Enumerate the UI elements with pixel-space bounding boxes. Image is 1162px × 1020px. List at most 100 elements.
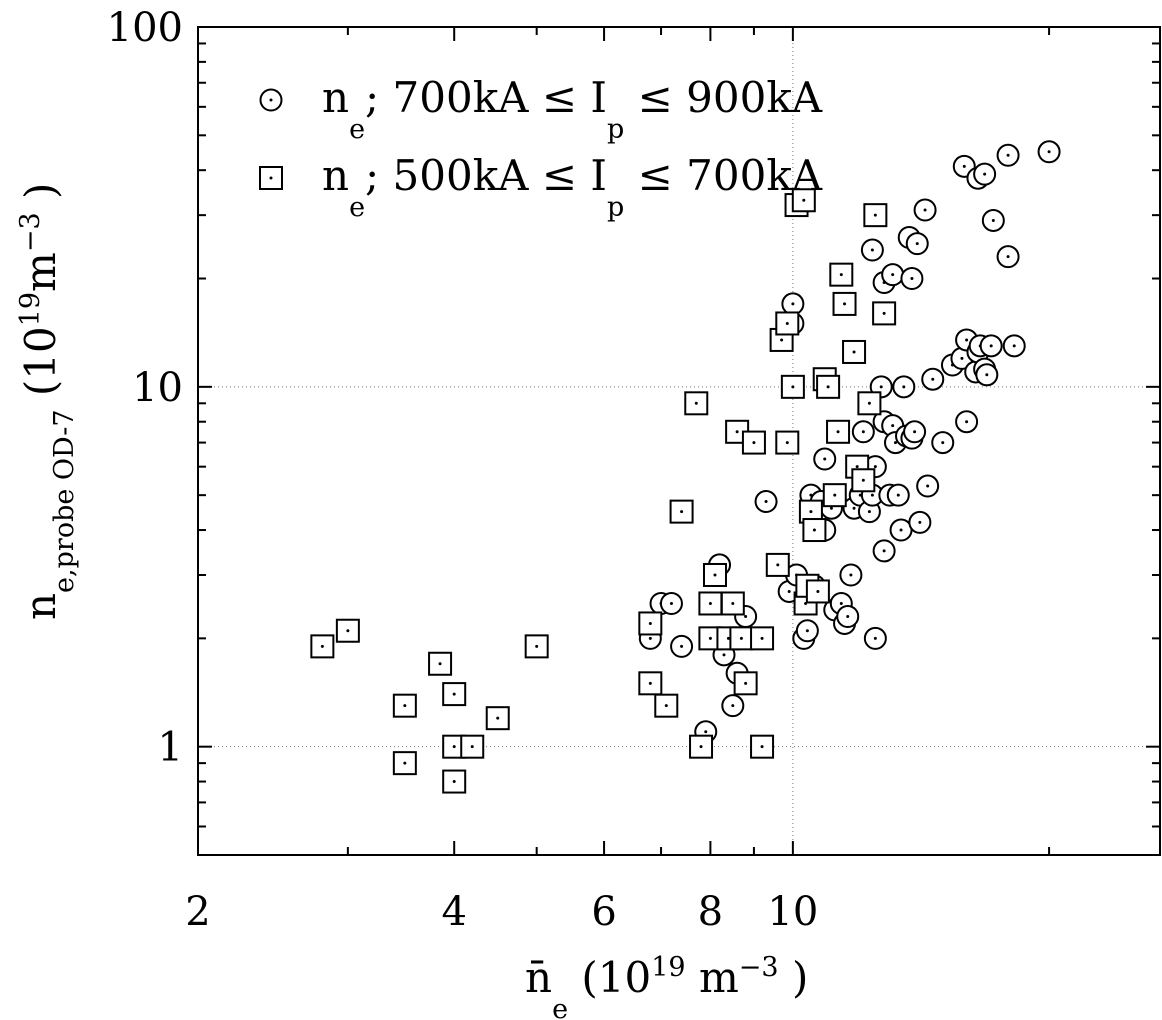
marker-dot	[1047, 150, 1051, 154]
marker-dot	[918, 520, 922, 524]
ylabel-sub: e,probe OD-7	[49, 410, 80, 593]
marker-dot	[965, 338, 969, 342]
legend-entry: ne; 700kA ≤ Ip ≤ 900kA	[322, 73, 823, 145]
marker-dot	[805, 629, 809, 633]
marker-dot	[991, 218, 995, 222]
marker-dot	[735, 430, 739, 434]
marker-dot	[704, 730, 708, 734]
marker-dot	[941, 441, 945, 445]
marker-dot	[269, 98, 273, 102]
legend-text: ; 500kA ≤ I	[365, 151, 607, 200]
marker-dot	[744, 681, 748, 685]
marker-dot	[826, 385, 830, 389]
marker-dot	[910, 277, 914, 281]
ylabel-main: n	[16, 593, 65, 620]
marker-dot	[648, 621, 652, 625]
marker-dot	[791, 385, 795, 389]
legend-sub: p	[607, 114, 624, 145]
marker-dot	[648, 636, 652, 640]
marker-dot	[873, 636, 877, 640]
ylabel-exp2: −3	[15, 212, 46, 252]
x-tick-label: 10	[767, 889, 818, 935]
marker-dot	[780, 338, 784, 342]
marker-dot	[535, 644, 539, 648]
legend-text: ≤ 700kA	[624, 151, 823, 200]
marker-dot	[403, 761, 407, 765]
marker-dot	[320, 644, 324, 648]
marker-dot	[680, 510, 684, 514]
marker-dot	[346, 629, 350, 633]
ylabel-units: (10	[16, 326, 65, 409]
marker-dot	[1006, 153, 1010, 157]
marker-dot	[452, 780, 456, 784]
marker-dot	[713, 573, 717, 577]
x-axis-label: n̄e (1019 m−3 )	[525, 952, 808, 1020]
marker-dot	[699, 745, 703, 749]
marker-dot	[989, 344, 993, 348]
x-tick-label: 4	[441, 889, 466, 935]
marker-dot	[960, 356, 964, 360]
y-tick-label: 10	[132, 365, 183, 411]
y-tick-label: 100	[107, 5, 183, 51]
ylabel-close: )	[16, 183, 65, 213]
marker-dot	[839, 273, 843, 277]
marker-dot	[861, 478, 865, 482]
marker-dot	[809, 510, 813, 514]
marker-dot	[496, 716, 500, 720]
marker-dot	[902, 385, 906, 389]
marker-dot	[962, 164, 966, 168]
xlabel-units: (10	[568, 953, 651, 1002]
xlabel-sub: e	[552, 994, 568, 1020]
marker-dot	[846, 615, 850, 619]
legend-sub: e	[349, 192, 365, 223]
marker-dot	[722, 653, 726, 657]
marker-dot	[870, 493, 874, 497]
marker-dot	[923, 208, 927, 212]
marker-dot	[791, 302, 795, 306]
y-tick-label: 1	[158, 725, 183, 771]
marker-dot	[648, 681, 652, 685]
marker-dot	[694, 401, 698, 405]
marker-dot	[452, 692, 456, 696]
x-tick-label: 6	[591, 889, 616, 935]
marker-dot	[849, 573, 853, 577]
marker-dot	[269, 176, 273, 180]
legend-text: ; 700kA ≤ I	[365, 73, 607, 122]
marker-dot	[708, 601, 712, 605]
marker-dot	[776, 563, 780, 567]
xlabel-close: )	[779, 953, 809, 1002]
marker-dot	[829, 506, 833, 510]
xlabel-exp2: −3	[739, 952, 779, 983]
marker-dot	[816, 589, 820, 593]
marker-dot	[812, 528, 816, 532]
marker-dot	[764, 500, 768, 504]
marker-dot	[896, 493, 900, 497]
y-axis-label: ne,probe OD-7 (1019m−3 )	[15, 183, 80, 620]
marker-dot	[731, 704, 735, 708]
marker-dot	[669, 601, 673, 605]
marker-dot	[983, 172, 987, 176]
marker-dot	[833, 493, 837, 497]
marker-dot	[899, 528, 903, 532]
marker-dot	[836, 430, 840, 434]
marker-dot	[843, 302, 847, 306]
marker-dot	[882, 549, 886, 553]
legend-text: n	[322, 151, 349, 200]
marker-dot	[760, 636, 764, 640]
marker-dot	[731, 601, 735, 605]
marker-dot	[852, 506, 856, 510]
marker-dot	[926, 484, 930, 488]
marker-dot	[861, 430, 865, 434]
marker-dot	[873, 213, 877, 217]
legend-sub: e	[349, 114, 365, 145]
marker-dot	[891, 273, 895, 277]
legend-sub: p	[607, 192, 624, 223]
ylabel-units2: m	[16, 252, 65, 292]
marker-dot	[873, 465, 877, 469]
marker-dot	[452, 745, 456, 749]
marker-dot	[785, 321, 789, 325]
legend-entry: ne; 500kA ≤ Ip ≤ 700kA	[322, 151, 823, 223]
marker-dot	[739, 636, 743, 640]
